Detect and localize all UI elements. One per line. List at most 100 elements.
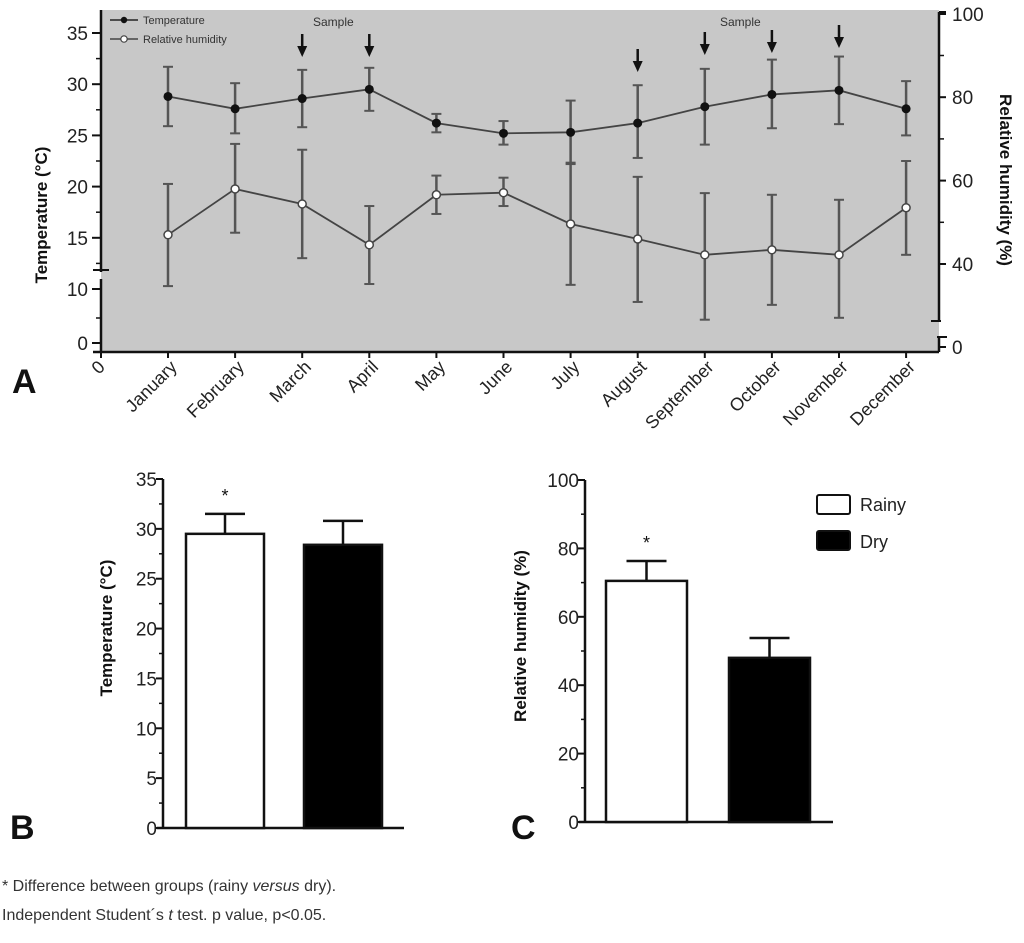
data-point: [632, 234, 643, 244]
sample-arrows: [297, 25, 844, 72]
legend: Rainy Dry: [816, 494, 906, 552]
y-tick-label-right: 0: [952, 338, 963, 359]
sample-arrow-head-icon: [297, 46, 308, 57]
significance-asterisk: *: [643, 533, 650, 553]
data-point: [633, 118, 643, 128]
legend-rainy-label: Rainy: [860, 495, 906, 515]
x-tick-label: June: [475, 357, 517, 399]
sample-arrow-head-icon: [834, 37, 844, 48]
data-point: [566, 127, 576, 137]
sample-arrow-head-icon: [364, 46, 375, 57]
legend-dry-label: Dry: [860, 532, 888, 552]
x-tick-label: May: [411, 357, 449, 395]
data-point: [431, 190, 442, 200]
series-line: [167, 187, 907, 256]
legend-humidity-label: Relative humidity: [143, 34, 227, 46]
x-tick-label: September: [641, 357, 717, 433]
footnote-text: Independent Student´s: [2, 907, 169, 924]
series-line: [167, 88, 907, 135]
data-point: [297, 199, 307, 209]
series-relative-humidity: [163, 142, 912, 321]
data-point: [230, 104, 240, 114]
legend: Temperature Relative humidity: [110, 15, 227, 46]
data-point: [700, 102, 710, 112]
footnote-line-1: * Difference between groups (rainy versu…: [2, 878, 336, 896]
footnote-text: * Difference between groups (rainy: [2, 878, 253, 895]
panel-label-a: A: [12, 363, 37, 401]
x-tick-label: January: [121, 357, 180, 416]
legend-rainy-swatch: [816, 494, 851, 515]
y-tick-label-left: 0: [77, 334, 88, 355]
y-tick-label-left: 30: [67, 75, 88, 96]
plot-background: [101, 10, 939, 352]
y-tick-label: 35: [136, 470, 157, 491]
panel-label-b: B: [10, 809, 35, 847]
footnote-emphasis: versus: [252, 878, 300, 895]
y-tick-label: 25: [136, 570, 157, 591]
y-axis-title: Temperature (°C): [97, 560, 116, 697]
y-tick-label-right: 40: [952, 255, 973, 276]
y-tick-label-left: 25: [67, 126, 88, 147]
y-tick-label: 30: [136, 520, 157, 541]
y-tick-label-left: 10: [67, 280, 88, 301]
legend-temperature-label: Temperature: [143, 15, 205, 27]
legend-dry-swatch: [816, 530, 851, 551]
y-tick-label-left: 35: [67, 24, 88, 45]
y-tick-label-right: 60: [952, 172, 973, 193]
footnote-emphasis: t: [168, 907, 173, 924]
data-point: [364, 240, 375, 250]
bar-rainy: [184, 532, 266, 830]
footnote-line-2: Independent Student´s t test. p value, p…: [2, 907, 326, 925]
y-tick-label-right: 80: [952, 88, 973, 109]
y-tick-label: 40: [558, 676, 579, 697]
significance-asterisk: *: [221, 486, 228, 506]
data-point: [163, 91, 173, 101]
y-tick-label: 20: [558, 745, 579, 766]
x-tick-label: August: [597, 357, 651, 411]
y-axis-title: Relative humidity (%): [511, 550, 530, 722]
panel-a-line-chart: 0 10 15 20 25 30 35 0 40 60 80 100 0 January February M…: [12, 5, 1015, 433]
y-tick-label: 0: [568, 813, 579, 834]
y-tick-label: 60: [558, 608, 579, 629]
footnote-text: dry).: [299, 878, 337, 895]
data-point: [700, 250, 710, 260]
y-tick-label: 15: [136, 669, 157, 690]
panel-c-bar-chart: 0 20 40 60 80 100 * Relative humidity (%) C R…: [511, 471, 906, 847]
sample-arrow-head-icon: [766, 42, 777, 53]
data-point: [767, 245, 777, 255]
data-point: [565, 219, 576, 229]
x-tick-label: October: [725, 357, 784, 416]
legend-temperature-marker: [120, 16, 128, 24]
x-tick-label: November: [779, 357, 852, 430]
x-tick-label: December: [846, 357, 919, 430]
y-tick-label: 0: [146, 819, 157, 840]
sample-annotation-right: Sample: [720, 15, 761, 29]
y-tick-label: 20: [136, 620, 157, 641]
y-tick-label: 100: [547, 471, 579, 492]
bar-dry: [302, 543, 384, 830]
data-point: [163, 230, 173, 240]
x-tick-label: March: [266, 357, 316, 407]
bars: *: [604, 533, 812, 824]
data-point: [364, 84, 374, 94]
panel-b-bar-chart: 0 5 10 15 20 25 30 35 * Temperature (°C) B: [10, 470, 404, 847]
data-point: [834, 250, 844, 260]
legend-humidity-marker: [120, 35, 128, 43]
bars: *: [184, 486, 384, 830]
data-point: [901, 202, 911, 213]
footnote-text: test. p value, p<0.05.: [172, 907, 327, 924]
y-axis-title-left: Temperature (°C): [32, 147, 51, 284]
bar-rainy: [604, 579, 689, 824]
data-point: [230, 184, 240, 194]
data-point: [498, 187, 509, 198]
series: [163, 55, 912, 321]
x-origin-label: 0: [88, 357, 109, 378]
x-tick-label: July: [547, 357, 584, 394]
panel-label-c: C: [511, 809, 536, 847]
y-tick-label: 5: [146, 769, 157, 790]
data-point: [767, 89, 777, 99]
data-point: [297, 94, 307, 104]
data-point: [431, 118, 441, 128]
sample-arrow-head-icon: [632, 61, 643, 72]
